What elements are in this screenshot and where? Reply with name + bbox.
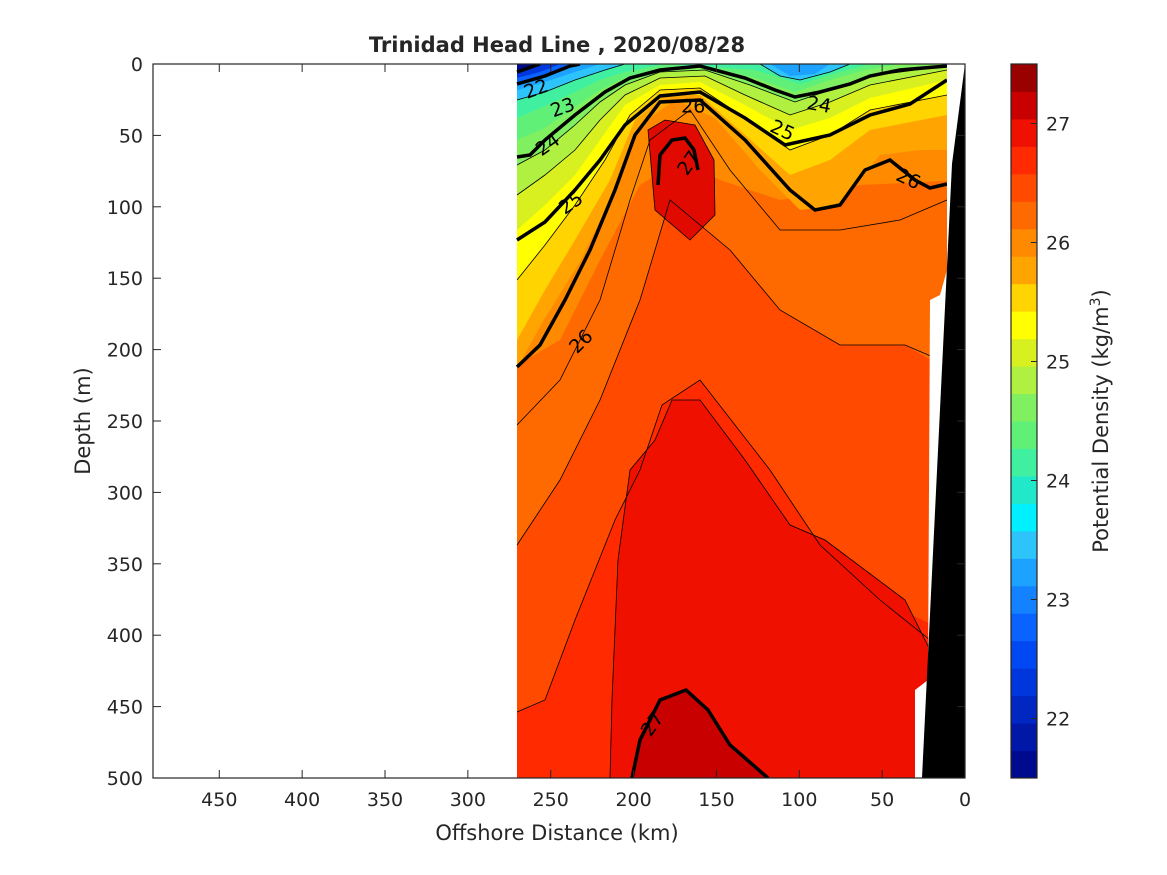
contour-label: 24 [805, 92, 833, 118]
x-tick-label: 400 [284, 789, 320, 811]
contour-23 [516, 64, 581, 86]
y-axis: 0 50 100 150 200 250 300 350 400 450 500 [107, 54, 965, 790]
seafloor-wedge [922, 64, 965, 778]
colorbar-swatch [1011, 283, 1037, 312]
y-tick-label: 0 [131, 54, 143, 76]
colorbar-swatches [1011, 64, 1037, 779]
x-tick-label: 300 [450, 789, 486, 811]
y-axis-label: Depth (m) [71, 367, 95, 474]
colorbar-tick-label: 27 [1046, 114, 1070, 136]
colorbar-swatch [1011, 173, 1037, 202]
contour-25 [516, 78, 948, 242]
colorbar-swatch [1011, 723, 1037, 752]
density-bands [517, 64, 965, 778]
y-tick-label: 50 [119, 125, 143, 147]
contour-26-nearshore [515, 98, 948, 369]
colorbar-label-main: Potential Density (kg/m [1089, 306, 1113, 552]
y-tick-label: 500 [107, 768, 143, 790]
colorbar-swatch [1011, 91, 1037, 120]
contour-label-text: 26 [681, 95, 705, 117]
x-tick-label: 200 [615, 789, 651, 811]
colorbar-frame [1010, 63, 1038, 779]
thin-contour [516, 64, 626, 101]
colorbar-swatch [1011, 695, 1037, 724]
colorbar-swatch [1011, 421, 1037, 449]
contour-24 [516, 64, 948, 159]
thin-contour [759, 64, 851, 81]
band-25 [517, 64, 947, 230]
colorbar-swatch [1011, 256, 1037, 285]
band-25-25 [517, 64, 947, 280]
x-axis-label: Offshore Distance (km) [435, 821, 678, 845]
colorbar-swatch [1011, 311, 1037, 340]
x-tick-label: 450 [201, 789, 237, 811]
contour-label-text: 24 [805, 92, 833, 118]
x-tick-label: 100 [781, 789, 817, 811]
colorbar-tick-label: 24 [1046, 471, 1070, 493]
band-25-5 [517, 64, 947, 340]
colorbar-tick-label: 26 [1046, 233, 1070, 255]
colorbar-swatch [1011, 640, 1037, 669]
x-tick-label: 150 [698, 789, 734, 811]
thin-contour [516, 199, 941, 546]
contour-27-bottom [630, 687, 770, 778]
colorbar-ticks: 22 23 24 25 26 27 [1031, 114, 1070, 731]
y-tick-label: 200 [107, 340, 143, 362]
colorbar-swatch [1011, 558, 1037, 587]
y-tick-label: 250 [107, 411, 143, 433]
colorbar-swatch [1011, 750, 1037, 779]
colorbar-swatch [1011, 366, 1037, 395]
colorbar-swatch [1011, 530, 1037, 559]
y-tick-label: 450 [107, 697, 143, 719]
colorbar-tick-label: 22 [1046, 709, 1070, 731]
chart-title: Trinidad Head Line , 2020/08/28 [369, 33, 745, 57]
colorbar-label-superscript: 3 [1088, 297, 1104, 306]
colorbar-label: Potential Density (kg/m3) [1088, 289, 1113, 553]
colorbar-swatch [1011, 338, 1037, 367]
x-tick-label: 250 [533, 789, 569, 811]
x-tick-label: 350 [367, 789, 403, 811]
colorbar-swatch [1011, 393, 1037, 422]
band-27-bottom [632, 690, 768, 778]
colorbar-swatch [1011, 668, 1037, 697]
thin-contour [516, 109, 948, 426]
y-tick-label: 150 [107, 268, 143, 290]
contour-22 [516, 64, 541, 74]
x-axis: 450 400 350 300 250 200 150 100 50 0 [201, 64, 971, 811]
colorbar-swatch [1011, 201, 1037, 230]
band-24-25 [517, 64, 900, 140]
thin-contours [516, 64, 948, 778]
colorbar-label-tail: ) [1089, 289, 1113, 297]
band-24-75 [517, 64, 947, 195]
colorbar-tick-label: 23 [1046, 590, 1070, 612]
bold-contours [515, 64, 948, 778]
contour-27-dome [656, 136, 700, 186]
y-tick-label: 350 [107, 554, 143, 576]
colorbar-tick-label: 25 [1046, 352, 1070, 374]
band-24 [517, 64, 870, 118]
colorbar-swatch [1011, 613, 1037, 642]
colorbar-swatch [1011, 64, 1037, 92]
x-tick-label: 0 [959, 789, 971, 811]
thin-contour [516, 69, 948, 196]
thin-contour [516, 379, 931, 713]
thin-contour [609, 399, 931, 778]
colorbar: 22 23 24 25 26 27 Potential Density (kg/m3) [1010, 63, 1113, 779]
y-tick-label: 300 [107, 482, 143, 504]
colorbar-swatch [1011, 503, 1037, 532]
band-deep-core [610, 400, 930, 778]
colorbar-swatch [1011, 448, 1037, 477]
y-tick-label: 400 [107, 625, 143, 647]
thin-contour [647, 119, 716, 241]
contour-label: 26 [681, 95, 705, 117]
colorbar-swatch [1011, 146, 1037, 175]
y-tick-label: 100 [107, 197, 143, 219]
x-tick-label: 50 [870, 789, 894, 811]
